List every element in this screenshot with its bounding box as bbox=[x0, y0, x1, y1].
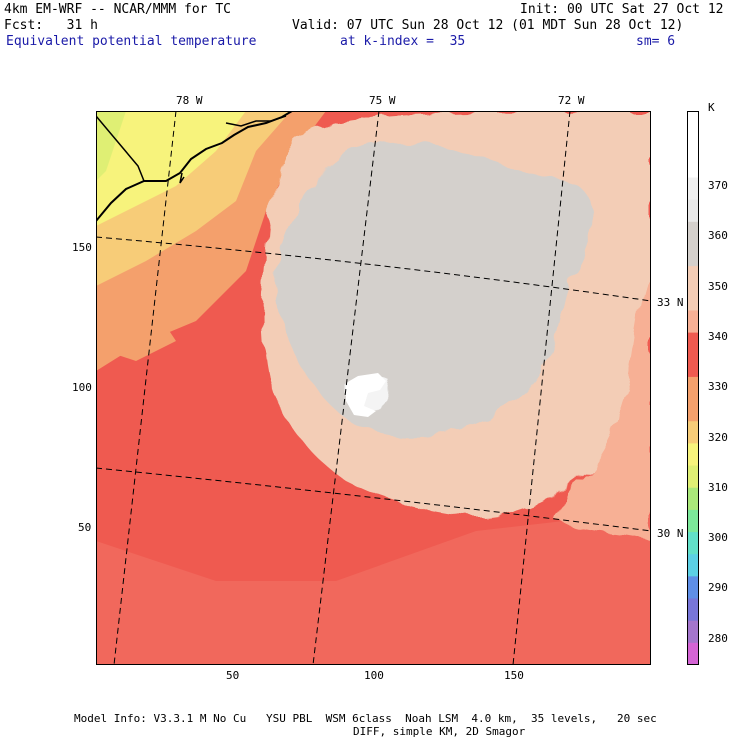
init-time: Init: 00 UTC Sat 27 Oct 12 bbox=[520, 2, 724, 17]
smoothing: sm= 6 bbox=[636, 34, 676, 49]
model-info: Model Info: V3.3.1 M No Cu YSU PBL WSM 6… bbox=[74, 712, 657, 725]
river-mouth bbox=[179, 172, 185, 184]
colorbar-swatch bbox=[687, 598, 699, 622]
colorbar-label: 340 bbox=[708, 329, 728, 343]
coastline bbox=[96, 111, 293, 222]
colorbar-swatch bbox=[687, 487, 699, 511]
field-360k-west bbox=[291, 240, 356, 301]
field-345k-east bbox=[556, 271, 651, 541]
x-tick-100: 100 bbox=[364, 669, 384, 682]
colorbar-label: 300 bbox=[708, 531, 728, 545]
colorbar-swatch bbox=[687, 199, 699, 223]
equivalent-potential-temperature-map bbox=[96, 111, 651, 665]
field-name: Equivalent potential temperature bbox=[6, 34, 257, 49]
colorbar-label: 360 bbox=[708, 229, 728, 243]
map-frame bbox=[96, 111, 651, 665]
meridian-72w bbox=[512, 111, 571, 665]
meridian-78w bbox=[113, 111, 177, 665]
colorbar-swatch bbox=[687, 266, 699, 289]
colorbar-swatch bbox=[687, 133, 699, 156]
colorbar-label: 320 bbox=[708, 430, 728, 444]
model-info-diffusion: DIFF, simple KM, 2D Smagor bbox=[353, 725, 526, 738]
colorbar-swatch bbox=[687, 421, 699, 444]
colorbar-swatch bbox=[687, 288, 699, 311]
y-tick-50: 50 bbox=[78, 521, 92, 534]
colorbar-unit: K bbox=[708, 101, 715, 114]
y-tick-100: 100 bbox=[72, 381, 92, 394]
valid-time: Valid: 07 UTC Sun 28 Oct 12 (01 MDT Sun … bbox=[292, 18, 684, 33]
colorbar-swatch bbox=[687, 332, 699, 356]
colorbar-swatch bbox=[687, 310, 699, 334]
lon-label-72w: 72 W bbox=[558, 94, 585, 107]
colorbar-swatch bbox=[687, 532, 699, 555]
colorbar-swatch bbox=[687, 376, 699, 400]
x-tick-50: 50 bbox=[226, 669, 240, 682]
lon-label-78w: 78 W bbox=[176, 94, 203, 107]
colorbar-swatch bbox=[687, 465, 699, 489]
colorbar-swatch bbox=[687, 243, 699, 267]
meridian-75w bbox=[312, 111, 380, 665]
colorbar-label: 280 bbox=[708, 631, 728, 645]
colorbar-label: 290 bbox=[708, 581, 728, 595]
colorbar-swatch bbox=[687, 111, 699, 134]
colorbar-swatch bbox=[687, 443, 699, 467]
colorbar-label: 370 bbox=[708, 179, 728, 192]
state-border bbox=[96, 115, 145, 182]
forecast-hour: Fcst: 31 h bbox=[4, 18, 98, 33]
x-tick-150: 150 bbox=[504, 669, 524, 682]
lon-label-75w: 75 W bbox=[369, 94, 396, 107]
field-yellowgreen-corner bbox=[96, 111, 126, 181]
lat-label-30n: 30 N bbox=[657, 527, 684, 540]
sound-shoreline bbox=[225, 115, 287, 127]
colorbar-swatch bbox=[687, 221, 699, 245]
model-title: 4km EM-WRF -- NCAR/MMM for TC bbox=[4, 2, 231, 17]
colorbar bbox=[687, 111, 699, 665]
eye-patch bbox=[346, 373, 386, 417]
lat-label-33n: 33 N bbox=[657, 296, 684, 309]
level-index: at k-index = 35 bbox=[340, 34, 466, 49]
field-360k-core bbox=[276, 141, 594, 437]
colorbar-swatch bbox=[687, 642, 699, 665]
colorbar-label: 310 bbox=[708, 480, 728, 494]
colorbar-swatch bbox=[687, 620, 699, 644]
field-310k-band bbox=[96, 111, 246, 226]
colorbar-swatch bbox=[687, 155, 699, 178]
colorbar-swatch bbox=[687, 576, 699, 600]
colorbar-swatch bbox=[687, 354, 699, 378]
y-tick-150: 150 bbox=[72, 241, 92, 254]
colorbar-swatch bbox=[687, 554, 699, 577]
colorbar-swatch bbox=[687, 399, 699, 422]
field-330k-patch bbox=[106, 311, 176, 361]
parallel-30n bbox=[96, 467, 651, 532]
colorbar-swatch bbox=[687, 177, 699, 201]
colorbar-label: 350 bbox=[708, 279, 728, 293]
field-band-south bbox=[96, 511, 651, 665]
colorbar-label: 330 bbox=[708, 380, 728, 394]
colorbar-swatch bbox=[687, 509, 699, 533]
parallel-33n bbox=[96, 236, 651, 302]
